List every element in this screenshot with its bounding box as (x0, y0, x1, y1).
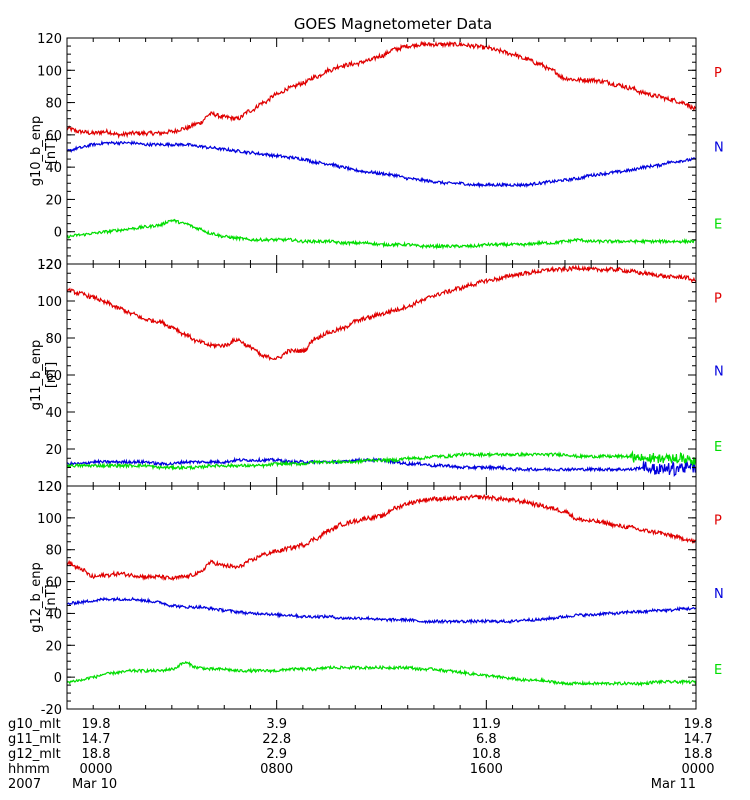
y-tick-label: 100 (37, 64, 62, 79)
x-table-cell: 11.9 (472, 717, 501, 732)
series-label-P: P (714, 66, 722, 81)
chart-title: GOES Magnetometer Data (294, 15, 492, 33)
y-tick-label: 80 (45, 332, 62, 347)
y-tick-label: 40 (45, 607, 62, 622)
series-label-N: N (714, 587, 724, 602)
y-axis-unit: [nT] (44, 138, 59, 164)
y-tick-label: 40 (45, 161, 62, 176)
x-table-cell: 2.9 (266, 747, 287, 762)
x-table-row-label: g10_mlt (8, 717, 61, 732)
series-P-line (66, 494, 697, 582)
series-label-N: N (714, 140, 724, 155)
series-label-E: E (714, 663, 722, 678)
y-tick-label: 120 (37, 32, 62, 47)
x-table-cell: 19.8 (82, 717, 111, 732)
x-table-cell: 1600 (470, 762, 503, 777)
series-E-line (66, 218, 697, 250)
panel-2: 0 20 40 60 80 100 120 g11_b_enp [nT] P N E (29, 258, 724, 495)
y-tick-label: 20 (45, 443, 62, 458)
x-table-row-label: 2007 (8, 777, 41, 792)
y-axis-label: g12_b_enp (29, 562, 44, 633)
x-table-cell: Mar 11 (651, 777, 696, 792)
time-axis-table: g10_mltg11_mltg12_mlthhmm200719.814.718.… (8, 717, 715, 792)
y-tick-label: -20 (41, 258, 62, 273)
series-P-line (66, 264, 697, 361)
y-axis-label: g10_b_enp (29, 116, 44, 187)
y-tick-label: 120 (37, 480, 62, 495)
y-tick-label: 20 (45, 193, 62, 208)
y-tick-label: 120 (37, 258, 62, 273)
x-table-cell: 0000 (681, 762, 714, 777)
x-table-cell: 18.8 (82, 747, 111, 762)
series-N-line (66, 596, 697, 626)
series-label-E: E (714, 217, 722, 232)
y-tick-label: 80 (45, 544, 62, 559)
x-table-cell: 0000 (79, 762, 112, 777)
x-table-cell: 6.8 (476, 732, 497, 747)
y-tick-label: -20 (41, 703, 62, 718)
y-tick-label: 60 (45, 576, 62, 591)
series-E-line (66, 660, 697, 687)
y-tick-label: 60 (45, 129, 62, 144)
series-N-line (66, 139, 697, 189)
panel-frame (66, 37, 697, 265)
y-axis-label: g11_b_enp (29, 340, 44, 411)
series-label-P: P (714, 291, 722, 306)
y-tick-label: 0 (54, 671, 62, 686)
x-table-cell: 0800 (260, 762, 293, 777)
x-table-cell: 14.7 (684, 732, 713, 747)
y-tick-label: 0 (54, 226, 62, 241)
series-label-N: N (714, 365, 724, 380)
x-table-cell: 22.8 (262, 732, 291, 747)
x-table-row-label: hhmm (8, 762, 50, 777)
x-table-cell: Mar 10 (72, 777, 117, 792)
series-label-P: P (714, 513, 722, 528)
y-tick-label: 60 (45, 369, 62, 384)
y-tick-label: 40 (45, 406, 62, 421)
x-table-cell: 18.8 (684, 747, 713, 762)
panel-3: -20 0 20 40 60 80 100 120 g12_b_enp [nT] P N E (29, 480, 724, 718)
x-table-row-label: g11_mlt (8, 732, 61, 747)
x-table-cell: 10.8 (472, 747, 501, 762)
series-E-line (66, 450, 697, 471)
panel-frame (66, 263, 697, 487)
panel-1: -20 0 20 40 60 80 100 120 g10_b_enp [nT] P N E (29, 32, 724, 273)
x-table-cell: 19.8 (684, 717, 713, 732)
y-tick-label: 100 (37, 512, 62, 527)
x-table-cell: 14.7 (82, 732, 111, 747)
y-tick-label: 0 (54, 480, 62, 495)
y-tick-label: 100 (37, 295, 62, 310)
x-table-cell: 3.9 (266, 717, 287, 732)
y-axis-unit: [nT] (44, 584, 59, 610)
panel-frame (66, 485, 697, 710)
y-axis-unit: [nT] (44, 362, 59, 388)
y-tick-label: 80 (45, 97, 62, 112)
y-tick-label: 20 (45, 639, 62, 654)
x-table-row-label: g12_mlt (8, 747, 61, 762)
series-label-E: E (714, 440, 722, 455)
series-P-line (66, 40, 697, 140)
